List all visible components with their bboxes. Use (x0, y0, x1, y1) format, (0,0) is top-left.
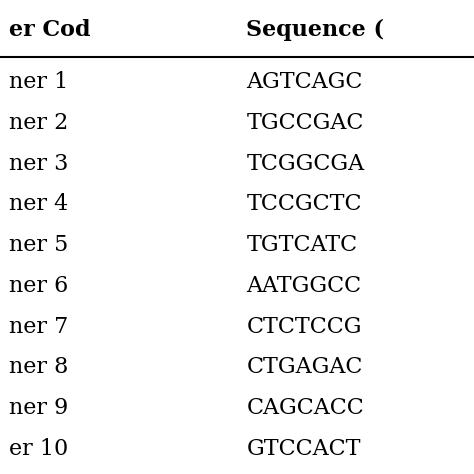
Text: er 10: er 10 (9, 438, 69, 460)
Text: ner 8: ner 8 (9, 356, 69, 378)
Text: ner 2: ner 2 (9, 112, 69, 134)
Text: TGCCGAC: TGCCGAC (246, 112, 364, 134)
Text: ner 4: ner 4 (9, 193, 69, 215)
Text: TCGGCGA: TCGGCGA (246, 153, 365, 174)
Text: ner 7: ner 7 (9, 316, 69, 337)
Text: CTGAGAC: CTGAGAC (246, 356, 363, 378)
Text: GTCCACT: GTCCACT (246, 438, 361, 460)
Text: er Cod: er Cod (9, 19, 91, 41)
Text: ner 3: ner 3 (9, 153, 69, 174)
Text: CTCTCCG: CTCTCCG (246, 316, 362, 337)
Text: AGTCAGC: AGTCAGC (246, 71, 363, 93)
Text: ner 9: ner 9 (9, 397, 69, 419)
Text: CAGCACC: CAGCACC (246, 397, 364, 419)
Text: TCCGCTC: TCCGCTC (246, 193, 362, 215)
Text: ner 1: ner 1 (9, 71, 69, 93)
Text: AATGGCC: AATGGCC (246, 275, 362, 297)
Text: ner 6: ner 6 (9, 275, 69, 297)
Text: TGTCATC: TGTCATC (246, 234, 357, 256)
Text: ner 5: ner 5 (9, 234, 69, 256)
Text: Sequence (: Sequence ( (246, 19, 384, 41)
